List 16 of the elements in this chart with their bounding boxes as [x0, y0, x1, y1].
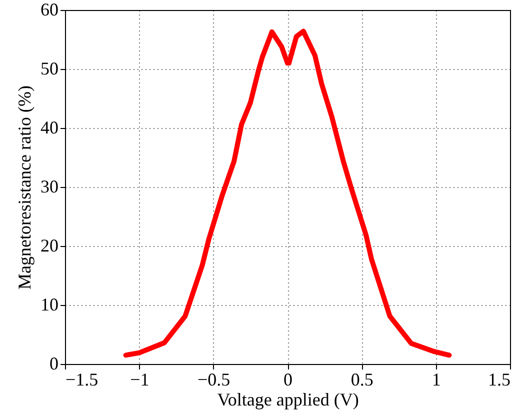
x-tick-label: −1.5 [66, 370, 98, 390]
x-axis-title: Voltage applied (V) [217, 390, 359, 410]
y-tick-label: 40 [40, 118, 58, 138]
x-tick-label: 1.5 [488, 370, 510, 390]
y-tick-label: 50 [40, 58, 58, 78]
x-tick-label: 1 [432, 370, 441, 390]
x-tick-label: −1 [130, 370, 150, 390]
x-tick-label: 0 [284, 370, 292, 390]
y-tick-label: 60 [40, 0, 58, 20]
y-tick-label: 30 [40, 176, 58, 196]
y-axis-title: Magnetoresistance ratio (%) [14, 86, 34, 290]
x-tick-label: 0.5 [350, 370, 374, 390]
y-tick-label: 20 [40, 236, 58, 256]
x-tick-label: −0.5 [198, 370, 230, 390]
y-tick-label: 0 [50, 354, 58, 374]
y-tick-label: 10 [40, 294, 58, 314]
